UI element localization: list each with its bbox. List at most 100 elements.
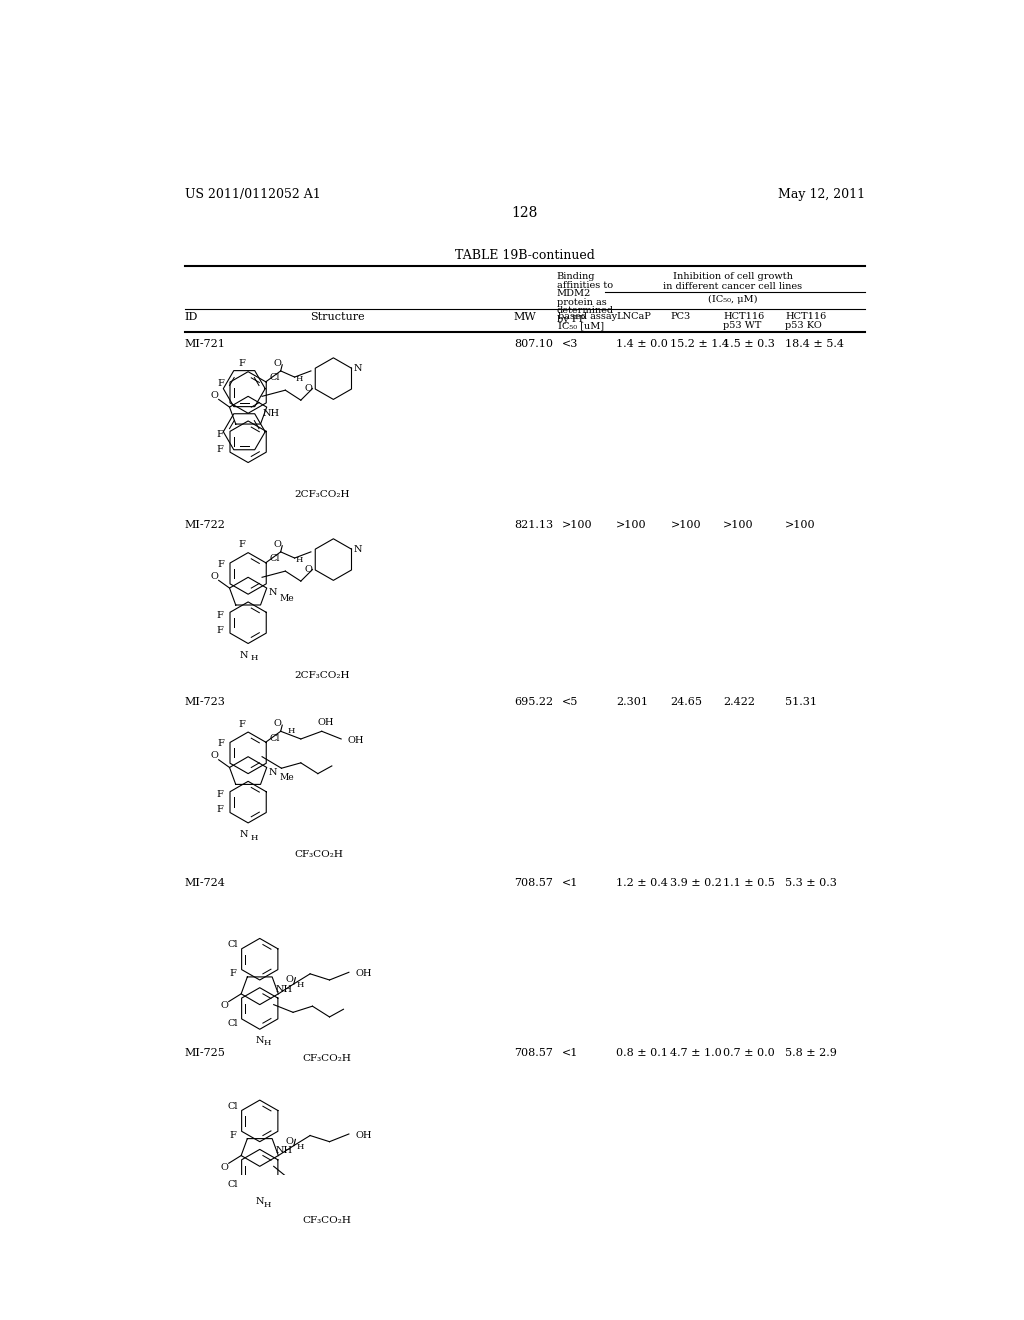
- Text: Cl: Cl: [270, 734, 281, 743]
- Text: May 12, 2011: May 12, 2011: [778, 187, 865, 201]
- Text: O: O: [210, 572, 218, 581]
- Text: H: H: [296, 375, 303, 383]
- Text: PC3: PC3: [671, 313, 691, 321]
- Text: H: H: [264, 1201, 271, 1209]
- Text: N: N: [268, 768, 278, 776]
- Text: NH: NH: [263, 409, 280, 417]
- Text: F: F: [216, 789, 223, 799]
- Text: F: F: [239, 719, 246, 729]
- Text: F: F: [239, 540, 246, 549]
- Text: O: O: [220, 1163, 228, 1172]
- Text: F: F: [229, 969, 237, 978]
- Text: OH: OH: [347, 737, 364, 744]
- Text: O: O: [273, 359, 282, 368]
- Text: ID: ID: [184, 313, 198, 322]
- Text: F: F: [239, 359, 246, 368]
- Text: O: O: [220, 1001, 228, 1010]
- Text: H: H: [264, 1039, 271, 1047]
- Text: MI-725: MI-725: [184, 1048, 225, 1057]
- Text: affinities to: affinities to: [557, 281, 612, 290]
- Text: NH: NH: [276, 1147, 293, 1155]
- Text: F: F: [217, 560, 224, 569]
- Text: <3: <3: [562, 339, 579, 350]
- Text: TABLE 19B-continued: TABLE 19B-continued: [455, 249, 595, 263]
- Text: MDM2: MDM2: [557, 289, 591, 298]
- Text: H: H: [296, 1143, 304, 1151]
- Text: Cl: Cl: [227, 1019, 238, 1027]
- Text: OH: OH: [355, 969, 372, 978]
- Text: Me: Me: [280, 774, 294, 781]
- Text: determined: determined: [557, 306, 613, 315]
- Text: F: F: [216, 626, 223, 635]
- Text: Me: Me: [280, 594, 294, 602]
- Text: MI-722: MI-722: [184, 520, 225, 531]
- Text: F: F: [217, 739, 224, 748]
- Text: 1.5 ± 0.3: 1.5 ± 0.3: [723, 339, 775, 350]
- Text: F: F: [216, 805, 223, 814]
- Text: MI-724: MI-724: [184, 878, 225, 888]
- Text: O: O: [210, 751, 218, 760]
- Text: >100: >100: [785, 520, 816, 531]
- Text: p53 WT: p53 WT: [723, 321, 762, 330]
- Text: based assay: based assay: [558, 313, 617, 321]
- Text: Cl: Cl: [227, 1102, 238, 1110]
- Text: by FP: by FP: [557, 314, 585, 323]
- Text: 0.7 ± 0.0: 0.7 ± 0.0: [723, 1048, 775, 1057]
- Text: HCT116: HCT116: [723, 313, 765, 321]
- Text: CF₃CO₂H: CF₃CO₂H: [302, 1055, 351, 1063]
- Text: O: O: [273, 719, 282, 729]
- Text: <1: <1: [562, 878, 579, 888]
- Text: N: N: [354, 545, 362, 554]
- Text: 2CF₃CO₂H: 2CF₃CO₂H: [295, 671, 350, 680]
- Text: H: H: [296, 556, 303, 564]
- Text: F: F: [229, 1131, 237, 1140]
- Text: 695.22: 695.22: [514, 697, 553, 708]
- Text: CF₃CO₂H: CF₃CO₂H: [295, 850, 343, 859]
- Text: Binding: Binding: [557, 272, 595, 281]
- Text: (IC₅₀, μM): (IC₅₀, μM): [708, 294, 758, 304]
- Text: >100: >100: [671, 520, 701, 531]
- Text: MW: MW: [514, 313, 537, 322]
- Text: 24.65: 24.65: [671, 697, 702, 708]
- Text: F: F: [216, 429, 223, 438]
- Text: F: F: [217, 379, 224, 388]
- Text: 1.2 ± 0.4: 1.2 ± 0.4: [616, 878, 668, 888]
- Text: N: N: [240, 830, 249, 840]
- Text: OH: OH: [355, 1131, 372, 1140]
- Text: MI-721: MI-721: [184, 339, 225, 350]
- Text: 1.1 ± 0.5: 1.1 ± 0.5: [723, 878, 775, 888]
- Text: H: H: [251, 655, 258, 663]
- Text: Cl: Cl: [270, 374, 281, 383]
- Text: H: H: [296, 981, 304, 990]
- Text: N: N: [240, 651, 249, 660]
- Text: H: H: [251, 833, 258, 842]
- Text: Cl: Cl: [227, 940, 238, 949]
- Text: <5: <5: [562, 697, 579, 708]
- Text: 807.10: 807.10: [514, 339, 553, 350]
- Text: Structure: Structure: [310, 313, 365, 322]
- Text: <1: <1: [562, 1048, 579, 1057]
- Text: O: O: [273, 540, 282, 549]
- Text: N: N: [256, 1197, 264, 1206]
- Text: NH: NH: [276, 985, 293, 994]
- Text: in different cancer cell lines: in different cancer cell lines: [663, 281, 802, 290]
- Text: OH: OH: [317, 718, 334, 726]
- Text: F: F: [216, 445, 223, 454]
- Text: 0.8 ± 0.1: 0.8 ± 0.1: [616, 1048, 668, 1057]
- Text: O: O: [210, 391, 218, 400]
- Text: Inhibition of cell growth: Inhibition of cell growth: [673, 272, 793, 281]
- Text: 2CF₃CO₂H: 2CF₃CO₂H: [295, 490, 350, 499]
- Text: 2.422: 2.422: [723, 697, 756, 708]
- Text: O: O: [286, 975, 293, 985]
- Text: 2.301: 2.301: [616, 697, 648, 708]
- Text: protein as: protein as: [557, 298, 606, 306]
- Text: 821.13: 821.13: [514, 520, 553, 531]
- Text: 1.4 ± 0.0: 1.4 ± 0.0: [616, 339, 668, 350]
- Text: >100: >100: [616, 520, 647, 531]
- Text: p53 KO: p53 KO: [785, 321, 822, 330]
- Text: O: O: [304, 384, 312, 393]
- Text: MI-723: MI-723: [184, 697, 225, 708]
- Text: 708.57: 708.57: [514, 878, 553, 888]
- Text: CF₃CO₂H: CF₃CO₂H: [302, 1216, 351, 1225]
- Text: >100: >100: [562, 520, 593, 531]
